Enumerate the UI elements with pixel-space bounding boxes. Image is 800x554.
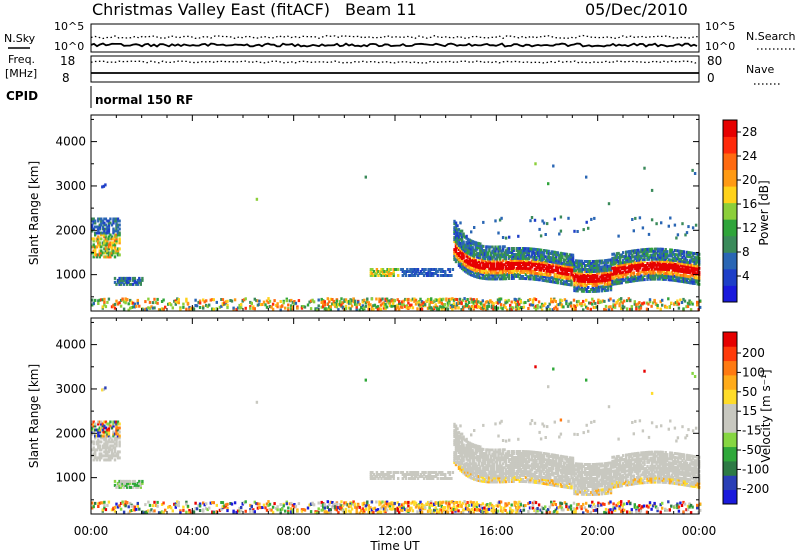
freq-label: Freq. [8,53,35,66]
velocity-colorbar-tick: 100 [742,365,765,379]
power-colorbar-tick: 4 [742,269,750,283]
power-ylabel: Slant Range [km] [27,161,41,265]
freq-panel: Freq. [MHz] 18 8 80 0 Nave [5,53,780,85]
power-ytick-label: 4000 [55,135,86,149]
cpid-label: CPID [6,89,38,103]
power-colorbar-tick: 8 [742,245,750,259]
nave-label: Nave [746,63,774,76]
power-colorbar: 4 8 12 16 20 24 28 [722,119,757,303]
velocity-ytick-label: 1000 [55,471,86,485]
power-colorbar-tick: 28 [742,125,757,139]
power-colorbar-tick: 16 [742,197,757,211]
time-tick-label: 04:00 [175,524,210,538]
nsearch-tick-top: 10^5 [705,20,735,33]
velocity-scatter-cells [91,365,702,515]
nsearch-line [90,34,700,40]
velocity-panel: 1000 2000 3000 4000 00:00 04:00 08:00 12:00 16:… [27,317,773,553]
nave-line [90,60,700,64]
nsky-tick-bottom: 10^0 [54,40,84,53]
time-tick-label: 00:00 [682,524,717,538]
power-ytick-label: 2000 [55,223,86,237]
power-panel: 1000 2000 3000 4000 Slant Range [km] 4 8 12 16… [27,114,771,312]
freq-tick-top: 18 [60,54,75,68]
freq-tick-bottom: 8 [62,71,70,85]
power-colorbar-label: Power [dB] [757,180,771,245]
freq-unit-label: [MHz] [5,67,37,80]
velocity-colorbar-tick: -200 [742,482,769,496]
velocity-ytick-label: 2000 [55,426,86,440]
velocity-ytick-label: 4000 [55,338,86,352]
power-colorbar-tick: 12 [742,221,757,235]
velocity-colorbar-tick: -15 [742,424,762,438]
velocity-colorbar-tick: 200 [742,346,765,360]
nsky-tick-top: 10^5 [54,20,84,33]
power-scatter-cells [91,162,702,312]
velocity-colorbar-tick: -50 [742,443,762,457]
time-tick-label: 08:00 [276,524,311,538]
time-tick-label: 20:00 [580,524,615,538]
power-ytick-label: 1000 [55,268,86,282]
time-tick-label: 00:00 [74,524,109,538]
velocity-colorbar-tick: 50 [742,385,757,399]
velocity-colorbar-tick: -100 [742,462,769,476]
cpid-panel: CPID normal 150 RF [6,86,193,108]
velocity-ylabel: Slant Range [km] [27,364,41,468]
power-colorbar-tick: 20 [742,173,757,187]
time-tick-label: 12:00 [378,524,413,538]
nsky-label: N.Sky [4,32,36,45]
nsky-line [90,42,698,48]
velocity-ytick-label: 3000 [55,382,86,396]
beam-label: Beam 11 [345,0,417,19]
nsky-panel: N.Sky 10^5 10^0 10^5 10^0 N.Search [4,20,796,53]
time-tick-label: 16:00 [479,524,514,538]
velocity-colorbar-label: Velocity [m s⁻¹] [759,369,773,462]
velocity-colorbar-tick: 15 [742,404,757,418]
nsearch-label: N.Search [746,30,796,43]
date-label: 05/Dec/2010 [585,0,688,19]
nsearch-tick-bottom: 10^0 [705,40,735,53]
nave-tick-top: 80 [707,54,722,68]
power-colorbar-tick: 24 [742,149,757,163]
power-ytick-label: 3000 [55,179,86,193]
nave-tick-bottom: 0 [707,71,715,85]
velocity-xlabel: Time UT [369,539,420,553]
velocity-colorbar: 200 100 50 15 -15 -50 -100 -200 [722,331,769,505]
station-title: Christmas Valley East (fitACF) [92,0,330,19]
cpid-value: normal 150 RF [95,93,193,107]
